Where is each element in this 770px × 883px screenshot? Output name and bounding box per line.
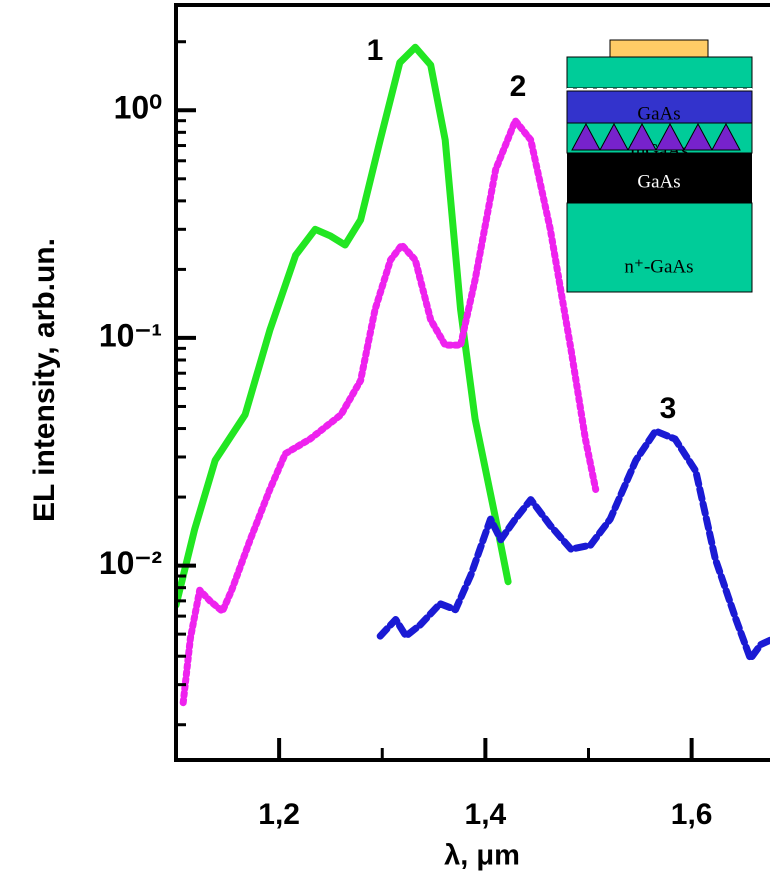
y-tick-label: 10⁻² — [99, 545, 162, 581]
y-axis-label: EL intensity, arb.un. — [28, 238, 61, 522]
layer — [566, 90, 753, 124]
inset-label: GaAs — [637, 171, 680, 192]
inset-label: n⁺-GaAs — [624, 256, 693, 277]
x-tick-label: 1,6 — [671, 798, 713, 831]
y-tick-label: 10⁰ — [114, 90, 163, 126]
contact — [609, 39, 709, 58]
series-label: 1 — [367, 34, 384, 67]
series-label: 2 — [510, 70, 527, 103]
x-tick-label: 1,4 — [465, 798, 507, 831]
inset-label: GaAs — [637, 103, 680, 124]
inset-diagram: GaAs InGaAs GaAs n⁺-GaAs — [566, 39, 753, 293]
series-line — [179, 117, 600, 707]
quantum-dots — [571, 122, 741, 151]
series-line — [376, 427, 770, 663]
layer — [567, 153, 752, 203]
layer — [566, 202, 753, 293]
series-line — [176, 43, 512, 609]
x-axis-label: λ, μm — [444, 840, 520, 872]
layer — [566, 56, 753, 89]
x-tick-label: 1,2 — [258, 798, 300, 831]
series-label: 3 — [660, 392, 677, 425]
y-tick-label: 10⁻¹ — [99, 317, 162, 353]
